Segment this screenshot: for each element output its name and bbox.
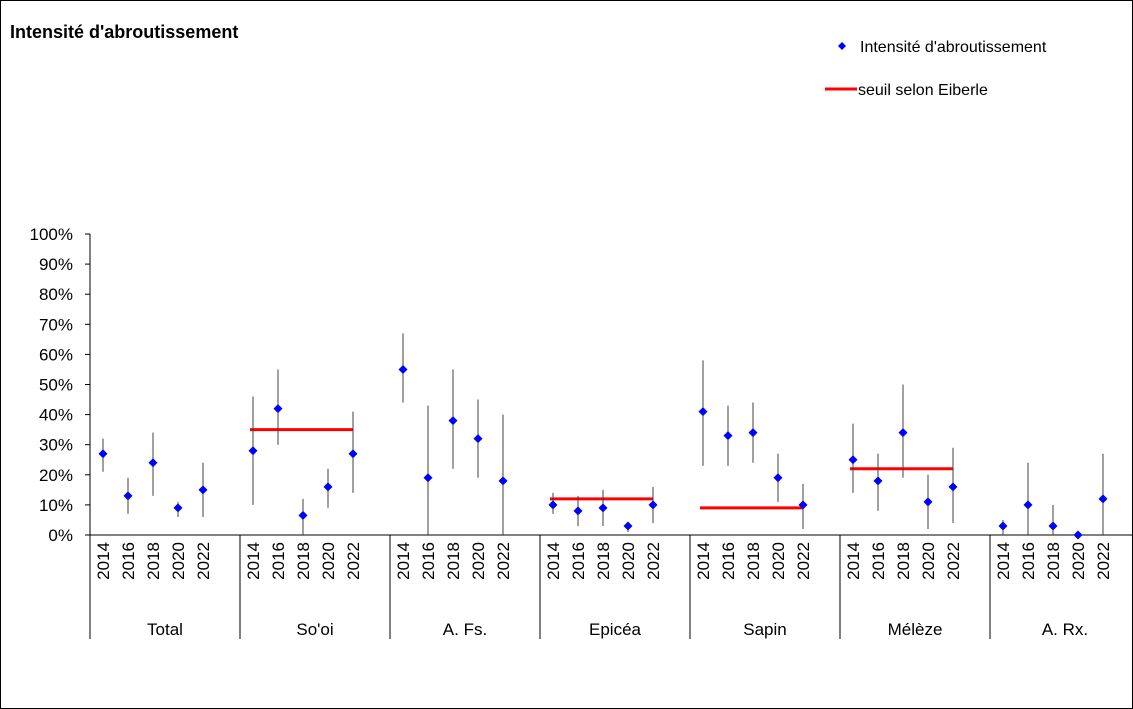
x-year-label: 2022	[344, 542, 363, 580]
x-year-label: 2016	[719, 542, 738, 580]
data-point	[148, 458, 158, 468]
x-year-label: 2020	[1069, 542, 1088, 580]
y-tick-label: 10%	[39, 496, 73, 515]
x-year-label: 2016	[569, 542, 588, 580]
data-point	[898, 428, 908, 438]
x-year-label: 2014	[394, 542, 413, 580]
x-year-label: 2018	[144, 542, 163, 580]
x-year-label: 2016	[1019, 542, 1038, 580]
data-point	[573, 506, 583, 516]
x-year-label: 2022	[944, 542, 963, 580]
data-point	[623, 521, 633, 531]
y-tick-label: 40%	[39, 406, 73, 425]
x-year-label: 2022	[1094, 542, 1113, 580]
x-year-label: 2018	[744, 542, 763, 580]
data-point	[873, 476, 883, 486]
legend-label-points: Intensité d'abroutissement	[860, 39, 1047, 56]
data-point	[473, 434, 483, 444]
data-point	[98, 449, 108, 459]
x-group-label: So'oi	[296, 620, 333, 639]
x-group-label: Sapin	[743, 620, 786, 639]
chart-title: Intensité d'abroutissement	[10, 22, 239, 42]
x-year-label: 2018	[894, 542, 913, 580]
x-group-label: Mélèze	[888, 620, 943, 639]
data-point	[448, 416, 458, 426]
y-tick-label: 100%	[30, 225, 73, 244]
legend-label-threshold: seuil selon Eiberle	[858, 82, 988, 99]
x-year-label: 2020	[769, 542, 788, 580]
data-point	[598, 503, 608, 513]
data-point	[648, 500, 658, 510]
data-point	[748, 428, 758, 438]
data-point	[248, 446, 258, 456]
x-group-label: Total	[147, 620, 183, 639]
y-tick-label: 30%	[39, 436, 73, 455]
x-year-label: 2018	[444, 542, 463, 580]
data-point	[698, 407, 708, 417]
x-year-label: 2018	[294, 542, 313, 580]
y-tick-label: 60%	[39, 345, 73, 364]
x-year-label: 2014	[244, 542, 263, 580]
x-year-label: 2022	[194, 542, 213, 580]
data-point	[1023, 500, 1033, 510]
data-point	[423, 473, 433, 483]
data-point	[273, 404, 283, 414]
x-year-label: 2020	[319, 542, 338, 580]
x-year-label: 2020	[619, 542, 638, 580]
x-year-label: 2020	[919, 542, 938, 580]
data-point	[198, 485, 208, 495]
y-tick-label: 70%	[39, 315, 73, 334]
x-group-label: A. Rx.	[1042, 620, 1088, 639]
data-point	[798, 500, 808, 510]
x-year-label: 2022	[494, 542, 513, 580]
x-year-label: 2014	[994, 542, 1013, 580]
data-point	[348, 449, 358, 459]
y-tick-label: 0%	[48, 526, 73, 545]
data-point	[998, 521, 1008, 531]
data-point	[1048, 521, 1058, 531]
x-year-label: 2020	[169, 542, 188, 580]
x-year-label: 2016	[269, 542, 288, 580]
data-point	[323, 482, 333, 492]
x-year-label: 2020	[469, 542, 488, 580]
data-point	[298, 510, 308, 520]
x-group-label: Epicéa	[589, 620, 642, 639]
legend-marker-points	[838, 42, 846, 50]
data-point	[548, 500, 558, 510]
data-point	[948, 482, 958, 492]
y-tick-label: 50%	[39, 376, 73, 395]
y-tick-label: 80%	[39, 285, 73, 304]
data-point	[1073, 530, 1083, 540]
x-year-label: 2014	[694, 542, 713, 580]
x-year-label: 2016	[119, 542, 138, 580]
data-point	[1098, 494, 1108, 504]
x-year-label: 2018	[594, 542, 613, 580]
y-tick-label: 90%	[39, 255, 73, 274]
x-year-label: 2016	[419, 542, 438, 580]
x-year-label: 2022	[644, 542, 663, 580]
data-point	[848, 455, 858, 465]
data-point	[173, 503, 183, 513]
y-tick-label: 20%	[39, 466, 73, 485]
x-year-label: 2022	[794, 542, 813, 580]
data-point	[773, 473, 783, 483]
data-point	[723, 431, 733, 441]
data-point	[123, 491, 133, 501]
x-year-label: 2014	[844, 542, 863, 580]
data-point	[498, 476, 508, 486]
x-year-label: 2014	[544, 542, 563, 580]
x-group-label: A. Fs.	[443, 620, 487, 639]
x-year-label: 2014	[94, 542, 113, 580]
x-year-label: 2016	[869, 542, 888, 580]
x-year-label: 2018	[1044, 542, 1063, 580]
data-point	[923, 497, 933, 507]
data-point	[398, 364, 408, 374]
